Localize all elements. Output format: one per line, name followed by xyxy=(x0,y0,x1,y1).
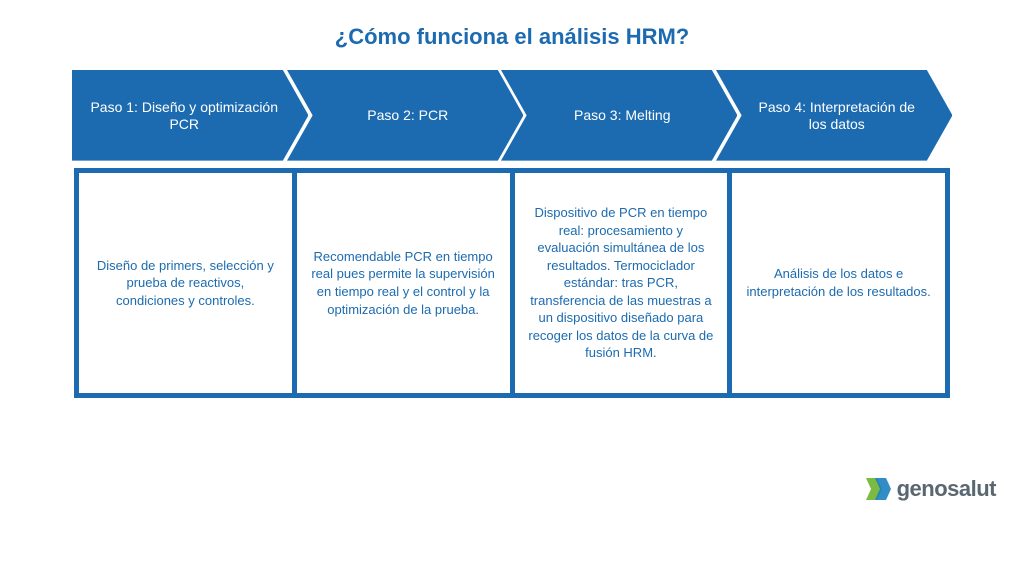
brand-logo: genosalut xyxy=(863,476,996,502)
step-description: Recomendable PCR en tiempo real pues per… xyxy=(309,248,498,318)
step-description: Dispositivo de PCR en tiempo real: proce… xyxy=(527,204,716,362)
step-label: Paso 4: Interpretación de los datos xyxy=(716,70,953,162)
step-2-arrow: Paso 2: PCR xyxy=(287,70,524,162)
step-label: Paso 1: Diseño y optimización PCR xyxy=(72,70,309,162)
process-arrow-row: Paso 1: Diseño y optimización PCR Paso 2… xyxy=(72,70,952,162)
step-1-description-box: Diseño de primers, selección y prueba de… xyxy=(74,168,297,398)
logo-text: genosalut xyxy=(897,476,996,502)
step-label: Paso 3: Melting xyxy=(501,70,738,162)
step-description: Diseño de primers, selección y prueba de… xyxy=(91,257,280,310)
step-3-description-box: Dispositivo de PCR en tiempo real: proce… xyxy=(515,168,733,398)
logo-icon xyxy=(863,478,891,500)
step-description: Análisis de los datos e interpretación d… xyxy=(744,265,933,300)
step-4-description-box: Análisis de los datos e interpretación d… xyxy=(732,168,950,398)
step-1-arrow: Paso 1: Diseño y optimización PCR xyxy=(72,70,309,162)
step-label: Paso 2: PCR xyxy=(287,70,524,162)
step-3-arrow: Paso 3: Melting xyxy=(501,70,738,162)
step-2-description-box: Recomendable PCR en tiempo real pues per… xyxy=(297,168,515,398)
page-title: ¿Cómo funciona el análisis HRM? xyxy=(0,0,1024,70)
step-4-arrow: Paso 4: Interpretación de los datos xyxy=(716,70,953,162)
description-row: Diseño de primers, selección y prueba de… xyxy=(74,168,950,398)
